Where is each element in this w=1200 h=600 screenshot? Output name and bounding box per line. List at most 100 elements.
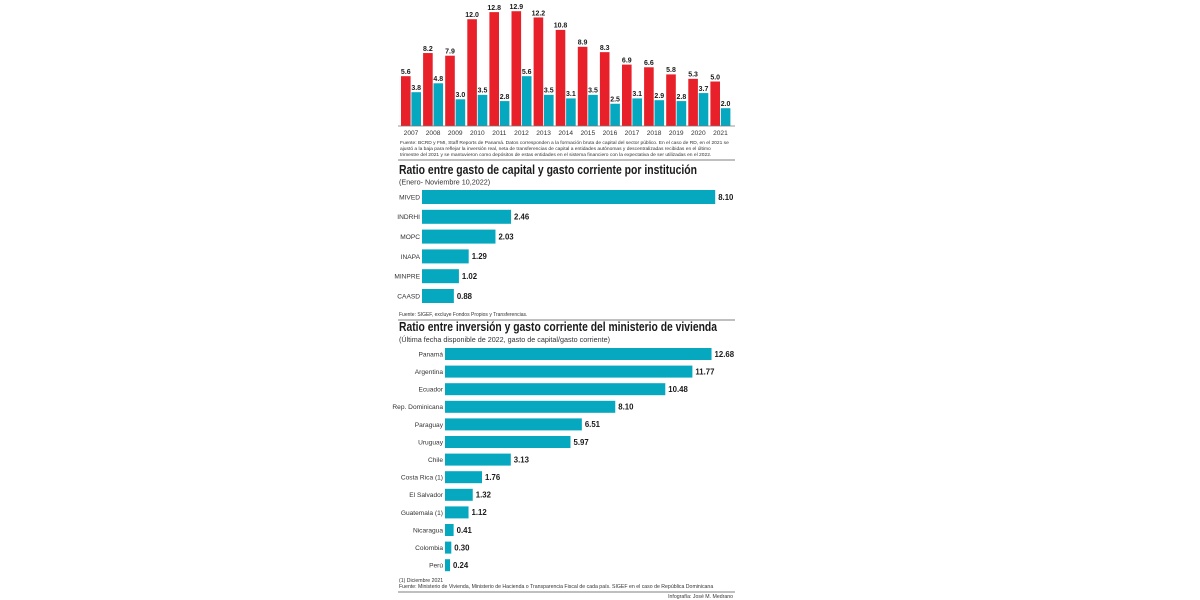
category-label: Colombia — [415, 545, 443, 552]
year-tick-label: 2011 — [492, 130, 507, 137]
bar-value-label: 5.6 — [522, 69, 532, 76]
bar-value-label: 0.88 — [457, 292, 473, 301]
teal-bar-2019 — [676, 101, 687, 126]
bar-value-label: 4.8 — [433, 76, 443, 83]
red-bar-2015 — [577, 46, 588, 126]
teal-bar-2018 — [654, 100, 665, 126]
bar-Argentina — [445, 365, 693, 378]
red-bar-2014 — [555, 29, 566, 126]
category-label: MINPRE — [394, 274, 420, 281]
chart2-title: Ratio entre gasto de capital y gasto cor… — [399, 163, 697, 177]
bar-value-label: 12.8 — [487, 5, 501, 12]
category-label: Nicaragua — [413, 527, 443, 534]
category-label: CAASD — [397, 293, 420, 300]
bar-MINPRE — [422, 269, 459, 284]
chart2-source: Fuente: SIGEF, excluye Fondos Propios y … — [399, 312, 527, 318]
bar-value-label: 8.10 — [718, 193, 734, 202]
category-label: MOPC — [400, 234, 420, 241]
category-label: Chile — [428, 457, 443, 464]
chart3-title: Ratio entre inversión y gasto corriente … — [399, 320, 718, 334]
bar-Rep. Dominicana — [445, 400, 616, 413]
year-tick-label: 2016 — [603, 130, 618, 137]
bar-Nicaragua — [445, 524, 454, 536]
bar-value-label: 7.9 — [445, 49, 455, 56]
year-tick-label: 2015 — [580, 130, 595, 137]
bar-value-label: 11.77 — [695, 367, 714, 376]
category-label: Costa Rica (1) — [401, 475, 443, 482]
teal-bar-2010 — [477, 94, 488, 126]
bar-Chile — [445, 453, 511, 466]
bar-value-label: 1.32 — [476, 491, 492, 500]
bar-value-label: 3.8 — [411, 85, 421, 92]
teal-bar-2021 — [720, 108, 731, 126]
bar-value-label: 12.2 — [532, 10, 546, 17]
chart1-source: Fuente: BCRD y FMI, Staff Reports de Pan… — [400, 140, 730, 158]
bar-Costa Rica (1) — [445, 471, 482, 484]
bar-Guatemala (1) — [445, 506, 469, 519]
category-label: Uruguay — [418, 439, 444, 446]
bar-value-label: 3.1 — [566, 91, 576, 98]
year-tick-label: 2018 — [647, 130, 662, 137]
teal-bar-2013 — [544, 94, 554, 126]
bar-value-label: 1.29 — [472, 252, 488, 261]
year-tick-label: 2007 — [404, 130, 419, 137]
teal-bar-2020 — [698, 93, 709, 126]
bar-value-label: 2.8 — [677, 94, 687, 101]
bar-Perú — [445, 559, 451, 572]
category-label: INAPA — [401, 254, 421, 261]
bar-value-label: 3.5 — [588, 88, 598, 95]
red-bar-2019 — [666, 74, 676, 126]
bar-value-label: 12.68 — [715, 350, 735, 359]
teal-bar-2017 — [632, 98, 642, 126]
teal-bar-2015 — [588, 94, 598, 126]
teal-bar-2008 — [433, 83, 444, 126]
bar-value-label: 8.2 — [423, 46, 433, 53]
bar-value-label: 3.5 — [544, 88, 554, 95]
red-bar-2012 — [511, 11, 522, 126]
teal-bar-2012 — [521, 76, 532, 126]
yearly-bar-chart: 5.6 3.8 8.2 4.8 7.9 3.0 12.0 3.5 12.8 2.8 12.9 5.6 1… — [398, 4, 735, 158]
chart3-subtitle: (Última fecha disponible de 2022, gasto … — [399, 335, 610, 344]
bar-value-label: 2.9 — [654, 93, 664, 100]
category-label: Rep. Dominicana — [392, 404, 443, 411]
bar-value-label: 6.51 — [585, 420, 601, 429]
category-label: Perú — [429, 563, 443, 570]
category-label: El Salvador — [409, 492, 444, 499]
category-label: MIVED — [399, 194, 420, 201]
category-label: Panamá — [418, 351, 443, 358]
red-bar-2010 — [467, 19, 477, 127]
bar-value-label: 2.03 — [498, 232, 514, 241]
bar-value-label: 5.8 — [666, 67, 676, 74]
bar-value-label: 3.13 — [514, 455, 530, 464]
bar-value-label: 3.1 — [632, 91, 642, 98]
bar-value-label: 3.5 — [478, 88, 488, 95]
bar-value-label: 10.8 — [554, 23, 568, 30]
bar-value-label: 1.12 — [472, 508, 488, 517]
red-bar-2016 — [599, 52, 610, 126]
category-label: INDRHI — [397, 214, 420, 221]
bar-value-label: 8.3 — [600, 45, 610, 52]
bar-value-label: 1.02 — [462, 272, 478, 281]
red-bar-2009 — [445, 55, 455, 126]
category-label: Guatemala (1) — [401, 510, 443, 517]
bar-value-label: 1.76 — [485, 473, 501, 482]
bar-MIVED — [422, 190, 716, 204]
chart2-subtitle: (Enero- Noviembre 10,2022) — [399, 178, 490, 187]
year-tick-label: 2012 — [514, 130, 529, 137]
red-bar-2017 — [622, 64, 632, 126]
red-bar-2008 — [423, 53, 433, 127]
infographic-credit: Infografía: José M. Medrano — [668, 594, 733, 600]
bar-El Salvador — [445, 488, 473, 501]
year-tick-label: 2009 — [448, 130, 463, 137]
year-tick-label: 2020 — [691, 130, 706, 137]
teal-bar-2016 — [610, 103, 620, 126]
category-label: Argentina — [415, 369, 444, 376]
red-bar-2011 — [489, 12, 499, 127]
bar-value-label: 0.24 — [453, 561, 469, 570]
bar-value-label: 2.46 — [514, 213, 530, 222]
bar-Ecuador — [445, 383, 666, 396]
bar-value-label: 8.9 — [578, 40, 588, 47]
year-tick-label: 2014 — [558, 130, 573, 137]
red-bar-2021 — [710, 81, 720, 126]
